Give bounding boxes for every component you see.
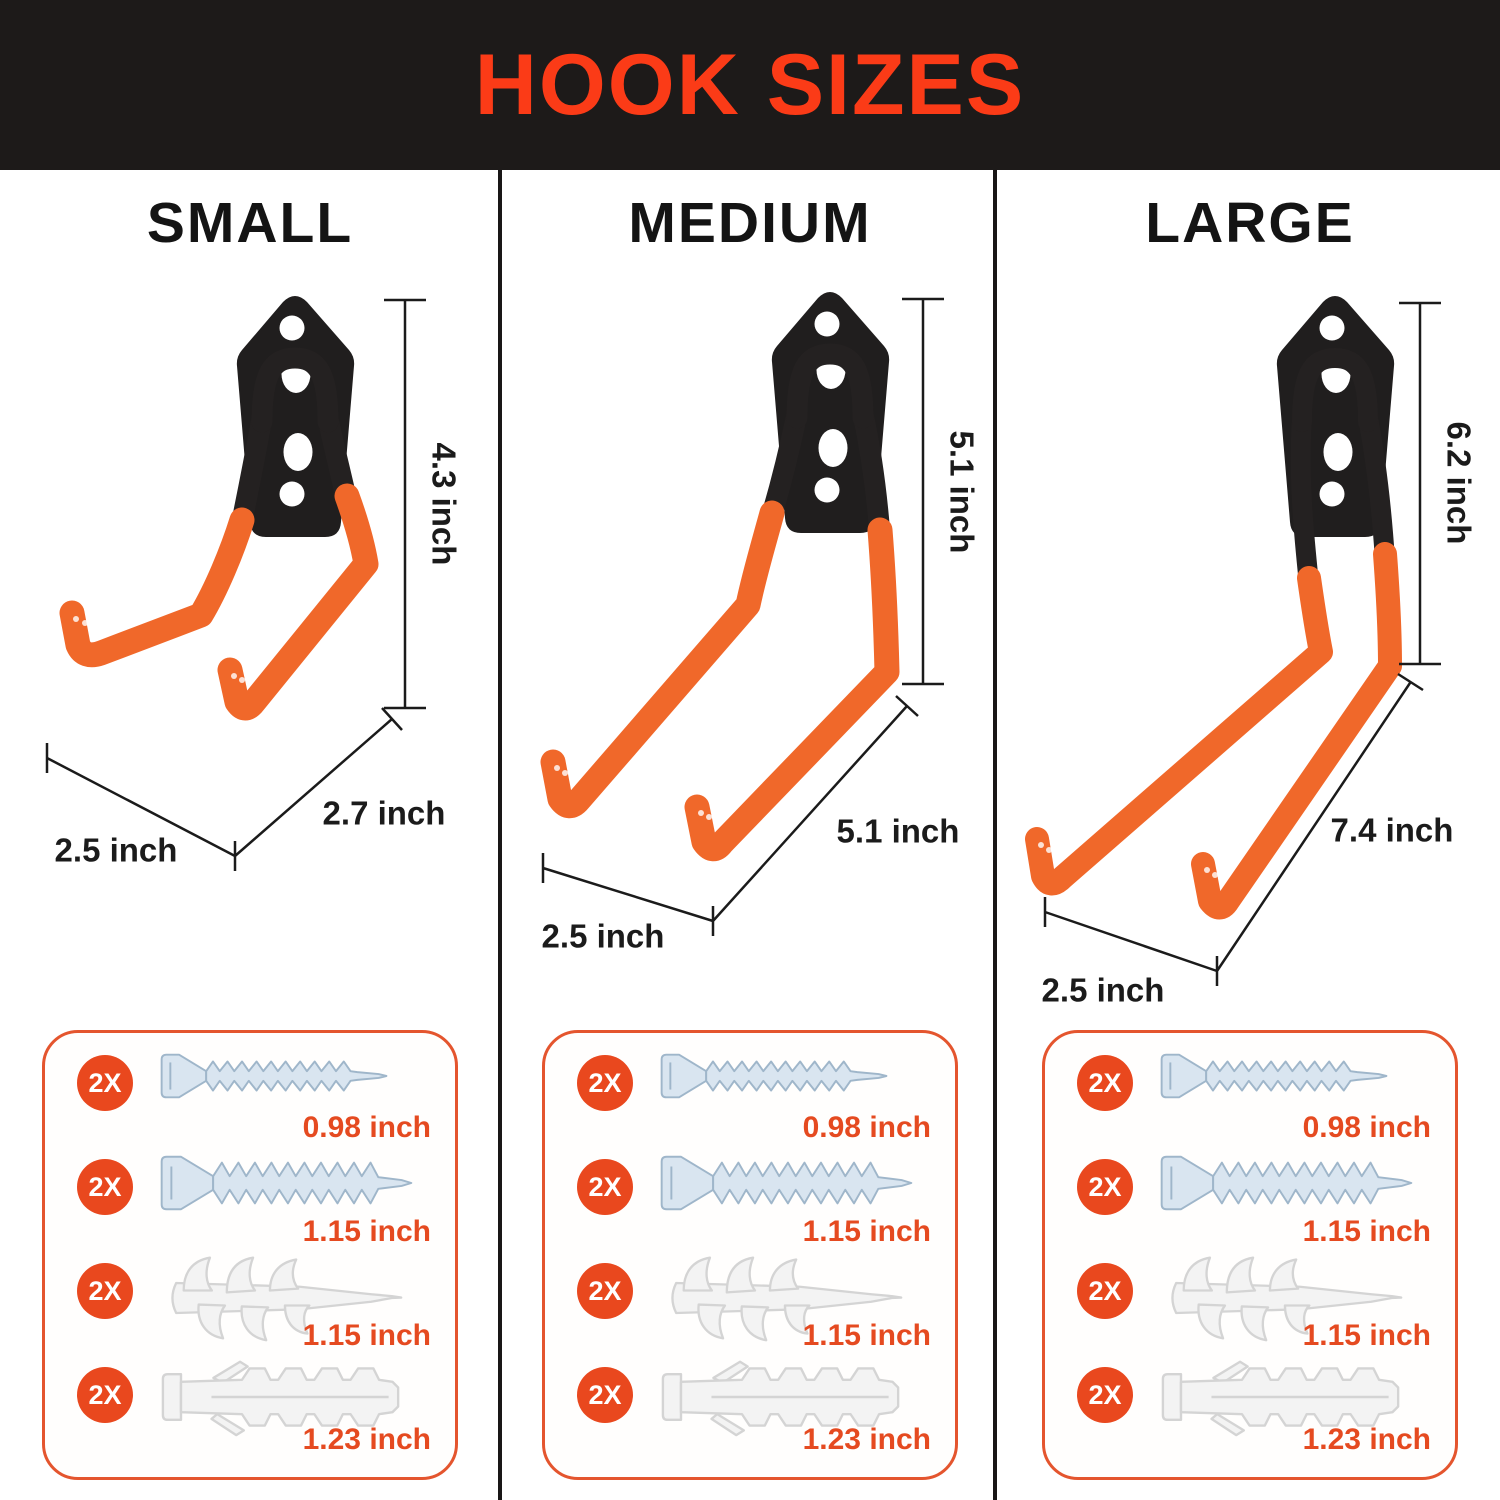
hardware-size-label: 0.98 inch — [802, 1111, 931, 1144]
quantity-badge: 2X — [1077, 1263, 1133, 1319]
hardware-row: 2X 1.23 inch — [45, 1357, 455, 1461]
hardware-row: 2X 1.15 inch — [45, 1253, 455, 1357]
hook-arm-back-grip — [1191, 542, 1402, 920]
quantity-badge: 2X — [577, 1367, 633, 1423]
column-divider — [498, 170, 502, 1500]
width-dimension-label: 2.7 inch — [323, 795, 446, 832]
quantity-badge: 2X — [77, 1367, 133, 1423]
hook-arm-back-grip — [684, 517, 900, 862]
long-screw-icon — [1160, 1155, 1413, 1211]
hardware-row: 2X 0.98 inch — [1045, 1045, 1455, 1149]
hardware-kit-box: 2X 0.98 inch 2X 1.15 inch 2X 1.15 inch 2… — [542, 1030, 958, 1480]
page-title: HOOK SIZES — [474, 36, 1026, 133]
hardware-kit-box: 2X 0.98 inch 2X 1.15 inch 2X 1.15 inch 2… — [42, 1030, 458, 1480]
hardware-size-label: 1.15 inch — [302, 1319, 431, 1352]
hardware-row: 2X 1.15 inch — [1045, 1253, 1455, 1357]
hook-arm-back-grip — [217, 483, 379, 721]
header-banner: HOOK SIZES — [0, 0, 1500, 170]
hardware-size-label: 1.15 inch — [802, 1215, 931, 1248]
quantity-badge: 2X — [77, 1263, 133, 1319]
short-screw-icon — [660, 1053, 888, 1099]
height-dimension-line — [902, 297, 944, 686]
height-dimension-label: 4.3 inch — [425, 443, 462, 566]
depth-dimension-label: 2.5 inch — [1042, 972, 1165, 1009]
depth-dimension-label: 2.5 inch — [542, 918, 665, 955]
hardware-row: 2X 1.23 inch — [545, 1357, 955, 1461]
hardware-size-label: 1.15 inch — [1302, 1215, 1431, 1248]
depth-dimension-label: 2.5 inch — [55, 832, 178, 869]
quantity-badge: 2X — [1077, 1367, 1133, 1423]
hardware-size-label: 1.23 inch — [302, 1423, 431, 1456]
height-dimension-line — [1399, 301, 1441, 666]
hook-loop — [251, 347, 339, 433]
hardware-size-label: 0.98 inch — [1302, 1111, 1431, 1144]
column-title-small: SMALL — [146, 191, 354, 255]
height-dimension-label: 5.1 inch — [943, 431, 980, 554]
height-dimension-line — [384, 298, 426, 710]
hardware-size-label: 1.23 inch — [802, 1423, 931, 1456]
grip-highlights — [73, 616, 245, 683]
quantity-badge: 2X — [577, 1159, 633, 1215]
height-dimension-label: 6.2 inch — [1440, 422, 1477, 545]
long-screw-icon — [160, 1155, 413, 1211]
width-dimension-label: 7.4 inch — [1331, 812, 1454, 849]
mounting-plate — [236, 296, 355, 537]
hardware-size-label: 1.15 inch — [802, 1319, 931, 1352]
hook-loop — [786, 343, 874, 429]
quantity-badge: 2X — [77, 1159, 133, 1215]
base-dimension-lines — [541, 695, 919, 936]
hardware-row: 2X 0.98 inch — [45, 1045, 455, 1149]
quantity-badge: 2X — [1077, 1055, 1133, 1111]
short-screw-icon — [160, 1053, 388, 1099]
base-dimension-lines — [45, 707, 403, 871]
quantity-badge: 2X — [77, 1055, 133, 1111]
hardware-kit-box: 2X 0.98 inch 2X 1.15 inch 2X 1.15 inch 2… — [1042, 1030, 1458, 1480]
size-comparison-area: SMALL — [0, 170, 1500, 1500]
column-title-medium: MEDIUM — [628, 191, 872, 255]
base-dimension-lines — [1043, 672, 1424, 986]
hardware-size-label: 1.23 inch — [1302, 1423, 1431, 1456]
width-dimension-label: 5.1 inch — [837, 813, 960, 850]
short-screw-icon — [1160, 1053, 1388, 1099]
hardware-size-label: 1.15 inch — [302, 1215, 431, 1248]
hardware-row: 2X 1.23 inch — [1045, 1357, 1455, 1461]
column-medium: MEDIUM — [500, 170, 1000, 1500]
hardware-row: 2X 1.15 inch — [45, 1149, 455, 1253]
hardware-size-label: 0.98 inch — [302, 1111, 431, 1144]
quantity-badge: 2X — [577, 1263, 633, 1319]
hook-arm-front-grip — [540, 500, 785, 819]
column-small: SMALL — [0, 170, 500, 1500]
hardware-row: 2X 0.98 inch — [545, 1045, 955, 1149]
long-screw-icon — [660, 1155, 913, 1211]
hook-loop — [1292, 348, 1378, 432]
hardware-size-label: 1.15 inch — [1302, 1319, 1431, 1352]
small-hook-illustration: 4.3 inch 2.5 inch 2.7 inch — [45, 296, 462, 871]
hook-arm-front-grip — [1025, 566, 1333, 896]
grip-highlights — [1038, 842, 1218, 878]
hook-arm-front-grip — [59, 507, 255, 668]
hardware-row: 2X 1.15 inch — [1045, 1149, 1455, 1253]
column-large: LARGE — [1000, 170, 1500, 1500]
quantity-badge: 2X — [1077, 1159, 1133, 1215]
hook-arm-front — [1290, 408, 1319, 594]
hardware-row: 2X 1.15 inch — [545, 1253, 955, 1357]
large-hook-illustration: 6.2 inch 2.5 inch 7.4 inch — [1025, 296, 1477, 1009]
column-divider — [993, 170, 997, 1500]
hardware-row: 2X 1.15 inch — [545, 1149, 955, 1253]
column-title-large: LARGE — [1145, 191, 1355, 255]
grip-highlights — [554, 765, 712, 820]
medium-hook-illustration: 5.1 inch 2.5 inch 5.1 inch — [540, 292, 980, 955]
quantity-badge: 2X — [577, 1055, 633, 1111]
